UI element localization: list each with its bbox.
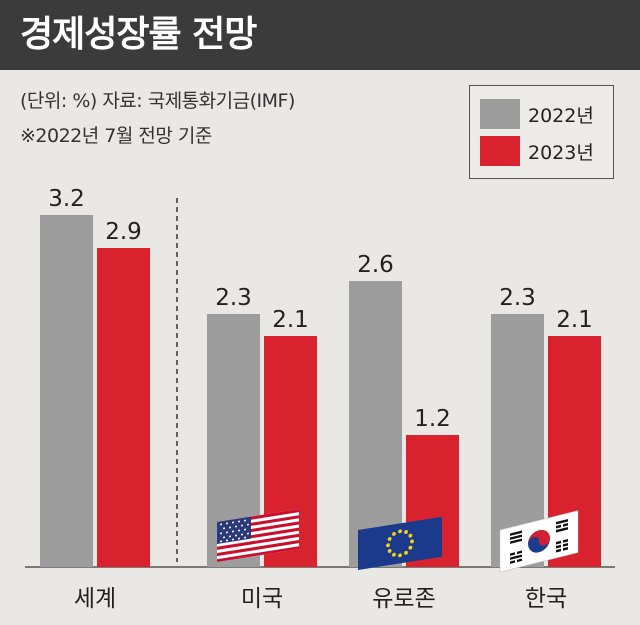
legend-swatch-2023 xyxy=(480,136,520,166)
bar-2022-2 xyxy=(349,281,402,567)
legend-item-2023: 2023년 xyxy=(480,136,594,166)
unit-source-note: (단위: %) 자료: 국제통화기금(IMF) xyxy=(20,90,295,112)
value-label-2023-0: 2.9 xyxy=(105,219,142,245)
value-label-2022-3: 2.3 xyxy=(499,285,536,311)
category-label-1: 미국 xyxy=(241,586,283,612)
kr-flag-icon xyxy=(499,510,579,573)
title-bar: 경제성장률 전망 xyxy=(0,0,640,70)
legend-item-2022: 2022년 xyxy=(480,99,594,129)
value-label-2023-3: 2.1 xyxy=(556,307,593,333)
bar-2022-0 xyxy=(40,215,93,567)
category-label-3: 한국 xyxy=(525,586,567,612)
value-label-2022-2: 2.6 xyxy=(357,252,394,278)
value-label-2023-2: 1.2 xyxy=(414,406,451,432)
us-flag-icon xyxy=(217,509,299,563)
legend: 2022년 2023년 xyxy=(469,85,614,179)
bar-2023-0 xyxy=(97,248,150,567)
eu-flag-icon xyxy=(358,516,442,570)
value-label-2022-0: 3.2 xyxy=(48,186,85,212)
category-label-0: 세계 xyxy=(74,586,116,612)
category-label-2: 유로존 xyxy=(372,586,435,612)
value-label-2022-1: 2.3 xyxy=(215,285,252,311)
legend-label-2023: 2023년 xyxy=(528,141,594,164)
chart-title: 경제성장률 전망 xyxy=(20,14,257,55)
value-label-2023-1: 2.1 xyxy=(272,307,309,333)
legend-swatch-2022 xyxy=(480,99,520,129)
basis-note: ※2022년 7월 전망 기준 xyxy=(20,125,212,147)
legend-label-2022: 2022년 xyxy=(528,104,594,127)
